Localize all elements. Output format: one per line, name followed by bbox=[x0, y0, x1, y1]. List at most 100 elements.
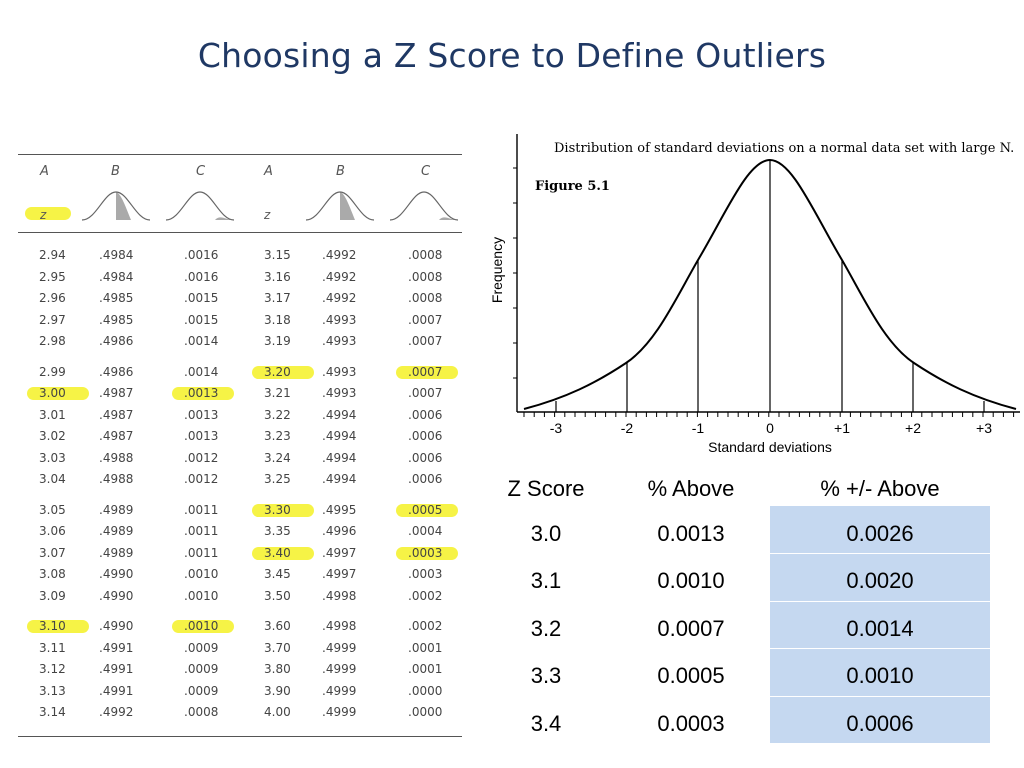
col-header-a1: A bbox=[40, 164, 49, 179]
table-cell: .0011 bbox=[184, 502, 219, 517]
table-cell: 3.02 bbox=[39, 429, 66, 443]
table-cell: 3.11 bbox=[39, 640, 66, 655]
table-cell: .4986 bbox=[99, 334, 134, 348]
pct-plusminus-value: 0.0014 bbox=[846, 615, 914, 641]
col-header-b2: B bbox=[336, 164, 345, 179]
table-cell: .4998 bbox=[322, 588, 357, 603]
table-cell: 3.06 bbox=[39, 524, 66, 538]
table-cell: .4986 bbox=[99, 364, 134, 379]
table-cell: 4.00 bbox=[264, 705, 291, 719]
table-cell: .0007 bbox=[408, 334, 443, 348]
table-cell: .4991 bbox=[99, 640, 134, 655]
curve-c1-icon bbox=[165, 191, 235, 221]
table-cell: 3.45 bbox=[264, 567, 291, 581]
pct-plusminus-value: 0.0020 bbox=[846, 568, 914, 594]
table-cell: 3.15 bbox=[264, 248, 291, 262]
table-cell: .0010 bbox=[184, 619, 219, 633]
col-header-b1: B bbox=[111, 164, 120, 179]
sd-lines bbox=[555, 160, 985, 412]
table-cell: .0013 bbox=[184, 429, 219, 443]
table-cell: .0006 bbox=[408, 429, 443, 443]
highlight-mark bbox=[252, 546, 314, 560]
highlight-mark bbox=[252, 503, 314, 517]
table-bottom-rule bbox=[18, 736, 462, 737]
highlight-mark bbox=[27, 387, 89, 400]
table-cell: 3.70 bbox=[264, 640, 291, 655]
table-cell: 3.18 bbox=[264, 312, 291, 327]
table-cell: .4989 bbox=[99, 502, 134, 517]
table-cell: .4989 bbox=[99, 524, 134, 538]
z-score-value: 3.4 bbox=[530, 710, 562, 736]
table-cell: .0015 bbox=[184, 291, 219, 305]
table-cell: .0008 bbox=[408, 248, 443, 262]
row-separator bbox=[770, 553, 990, 555]
table-cell: 3.16 bbox=[264, 269, 291, 284]
figure-caption: Distribution of standard deviations on a… bbox=[554, 141, 1014, 156]
table-cell: .0009 bbox=[184, 683, 219, 698]
table-cell: .4994 bbox=[322, 472, 357, 486]
table-cell: .4987 bbox=[99, 407, 134, 422]
table-cell: 3.60 bbox=[264, 619, 291, 633]
table-cell: .0008 bbox=[408, 291, 443, 305]
table-cell: .4994 bbox=[322, 407, 357, 422]
table-cell: .0000 bbox=[408, 705, 443, 719]
x-tick-label: -3 bbox=[550, 420, 563, 436]
highlight-mark bbox=[172, 387, 234, 400]
table-cell: .4995 bbox=[322, 502, 357, 517]
table-cell: 3.08 bbox=[39, 567, 66, 581]
table-cell: 3.03 bbox=[39, 450, 66, 465]
table-cell: .4985 bbox=[99, 291, 134, 305]
table-cell: 3.21 bbox=[264, 386, 291, 400]
z-label-1: z bbox=[40, 208, 47, 222]
table-cell: 2.98 bbox=[39, 334, 66, 348]
table-cell: 3.19 bbox=[264, 334, 291, 348]
y-axis-ticks bbox=[513, 167, 517, 379]
table-cell: .4985 bbox=[99, 312, 134, 327]
table-cell: .0015 bbox=[184, 312, 219, 327]
table-cell: .0006 bbox=[408, 472, 443, 486]
table-cell: .0011 bbox=[184, 524, 219, 538]
table-cell: 2.94 bbox=[39, 248, 66, 262]
x-tick-label: 0 bbox=[766, 420, 774, 436]
z-score-value: 3.3 bbox=[530, 663, 562, 689]
header-z-score: Z Score bbox=[507, 476, 585, 501]
table-cell: .0009 bbox=[184, 662, 219, 676]
table-cell: .0016 bbox=[184, 248, 219, 262]
table-cell: .0011 bbox=[184, 545, 219, 560]
table-cell: .4989 bbox=[99, 545, 134, 560]
pct-plusminus-value: 0.0026 bbox=[846, 521, 914, 546]
highlight-band bbox=[770, 506, 990, 743]
z-score-reference-table: A B C A B C z z 2.94 .4984 .0016 3.15 .4992.… bbox=[18, 150, 462, 742]
table-cell: .0006 bbox=[408, 407, 443, 422]
table-cell: .4990 bbox=[99, 588, 134, 603]
table-cell: .4991 bbox=[99, 662, 134, 676]
z-score-value: 3.0 bbox=[530, 521, 562, 546]
x-axis-minor-ticks bbox=[523, 412, 1015, 417]
table-cell: .4993 bbox=[322, 386, 357, 400]
table-cell: .4984 bbox=[99, 248, 134, 262]
table-cell: .4993 bbox=[322, 364, 357, 379]
table-cell: .0004 bbox=[408, 524, 443, 538]
table-cell: .0010 bbox=[184, 588, 219, 603]
table-cell: .4991 bbox=[99, 683, 134, 698]
pct-plusminus-value: 0.0006 bbox=[846, 710, 914, 736]
table-cell: 2.96 bbox=[39, 291, 66, 305]
table-cell: .0007 bbox=[408, 386, 443, 400]
x-tick-label: -1 bbox=[692, 420, 705, 436]
table-cell: 2.97 bbox=[39, 312, 66, 327]
table-cell: .0005 bbox=[408, 502, 443, 517]
highlight-mark bbox=[396, 365, 458, 379]
table-cell: .0003 bbox=[408, 545, 443, 560]
highlight-mark bbox=[172, 620, 234, 633]
table-cell: .0010 bbox=[184, 567, 219, 581]
x-tick-label: +2 bbox=[905, 420, 921, 436]
curve-b2-icon bbox=[305, 191, 375, 221]
table-cell: 3.23 bbox=[264, 429, 291, 443]
curve-b1-icon bbox=[81, 191, 151, 221]
highlight-mark bbox=[396, 546, 458, 560]
table-cell: 3.30 bbox=[264, 502, 291, 517]
table-top-rule bbox=[18, 154, 462, 155]
header-pct-above: % Above bbox=[647, 476, 735, 501]
pct-above-value: 0.0010 bbox=[657, 568, 725, 594]
z-score-summary-table: Z Score % Above % +/- Above 3.0 0.0013 0.0… bbox=[494, 466, 994, 746]
